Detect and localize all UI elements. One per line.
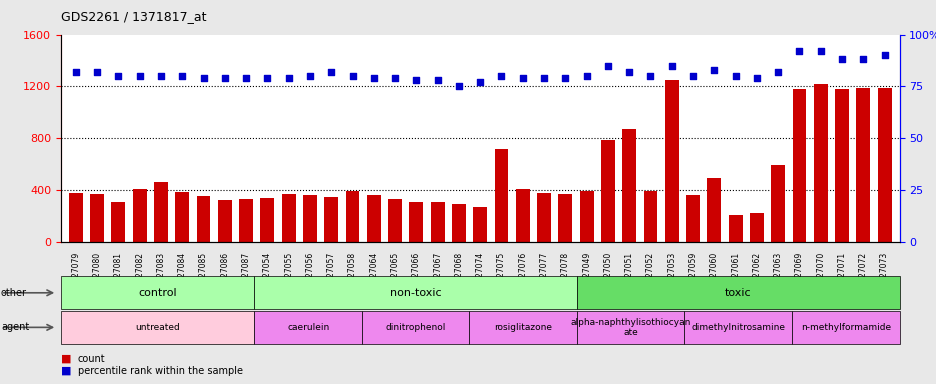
- Bar: [707, 179, 721, 242]
- Text: agent: agent: [1, 322, 29, 333]
- Point: [536, 75, 551, 81]
- Bar: [579, 191, 592, 242]
- Bar: [770, 166, 784, 242]
- Point: [770, 69, 785, 75]
- Point: [812, 48, 827, 54]
- Bar: [536, 193, 550, 242]
- Point: [217, 75, 232, 81]
- Point: [622, 69, 636, 75]
- Point: [430, 77, 445, 83]
- Bar: [856, 88, 870, 242]
- Text: dinitrophenol: dinitrophenol: [385, 323, 446, 332]
- Bar: [345, 191, 359, 242]
- Bar: [728, 215, 741, 242]
- Bar: [600, 139, 614, 242]
- Bar: [813, 84, 826, 242]
- Bar: [685, 195, 699, 242]
- Bar: [154, 182, 168, 242]
- Text: non-toxic: non-toxic: [389, 288, 441, 298]
- Bar: [197, 196, 211, 242]
- Bar: [516, 189, 529, 242]
- Text: GDS2261 / 1371817_at: GDS2261 / 1371817_at: [61, 10, 206, 23]
- Point: [68, 69, 83, 75]
- Text: rosiglitazone: rosiglitazone: [493, 323, 551, 332]
- Bar: [473, 207, 487, 242]
- Text: control: control: [139, 288, 177, 298]
- Point: [110, 73, 125, 79]
- Point: [259, 75, 274, 81]
- Bar: [877, 88, 890, 242]
- Bar: [302, 195, 316, 242]
- Bar: [792, 89, 806, 242]
- Point: [472, 79, 487, 85]
- Point: [578, 73, 593, 79]
- Bar: [282, 194, 295, 242]
- Point: [344, 73, 359, 79]
- Bar: [834, 89, 848, 242]
- Bar: [324, 197, 338, 242]
- Bar: [665, 80, 678, 242]
- Bar: [133, 189, 146, 242]
- Text: count: count: [78, 354, 105, 364]
- Point: [876, 52, 891, 58]
- Point: [388, 75, 402, 81]
- Bar: [367, 195, 380, 242]
- Point: [706, 67, 721, 73]
- Point: [90, 69, 105, 75]
- Bar: [239, 199, 253, 242]
- Point: [281, 75, 296, 81]
- Text: alpha-naphthylisothiocyan
ate: alpha-naphthylisothiocyan ate: [570, 318, 690, 337]
- Point: [154, 73, 168, 79]
- Point: [855, 56, 870, 63]
- Bar: [111, 202, 125, 242]
- Bar: [388, 199, 402, 242]
- Point: [642, 73, 657, 79]
- Bar: [451, 204, 465, 242]
- Text: untreated: untreated: [135, 323, 180, 332]
- Point: [749, 75, 764, 81]
- Text: ■: ■: [61, 366, 71, 376]
- Point: [557, 75, 572, 81]
- Point: [791, 48, 806, 54]
- Point: [493, 73, 508, 79]
- Bar: [90, 194, 104, 242]
- Point: [174, 73, 189, 79]
- Bar: [260, 198, 274, 242]
- Point: [451, 83, 466, 89]
- Bar: [643, 191, 657, 242]
- Text: dimethylnitrosamine: dimethylnitrosamine: [691, 323, 784, 332]
- Text: other: other: [1, 288, 27, 298]
- Text: caerulein: caerulein: [286, 323, 329, 332]
- Bar: [749, 214, 763, 242]
- Point: [408, 77, 423, 83]
- Bar: [175, 192, 189, 242]
- Point: [239, 75, 254, 81]
- Bar: [409, 202, 423, 242]
- Bar: [218, 200, 231, 242]
- Bar: [622, 129, 636, 242]
- Point: [515, 75, 530, 81]
- Bar: [494, 149, 508, 242]
- Point: [834, 56, 849, 63]
- Point: [664, 63, 679, 69]
- Point: [323, 69, 338, 75]
- Text: n-methylformamide: n-methylformamide: [800, 323, 890, 332]
- Point: [132, 73, 147, 79]
- Text: toxic: toxic: [724, 288, 751, 298]
- Bar: [558, 194, 572, 242]
- Point: [727, 73, 742, 79]
- Point: [685, 73, 700, 79]
- Point: [196, 75, 211, 81]
- Text: ■: ■: [61, 354, 71, 364]
- Point: [366, 75, 381, 81]
- Bar: [69, 193, 82, 242]
- Bar: [431, 202, 444, 242]
- Point: [302, 73, 317, 79]
- Point: [600, 63, 615, 69]
- Text: percentile rank within the sample: percentile rank within the sample: [78, 366, 242, 376]
